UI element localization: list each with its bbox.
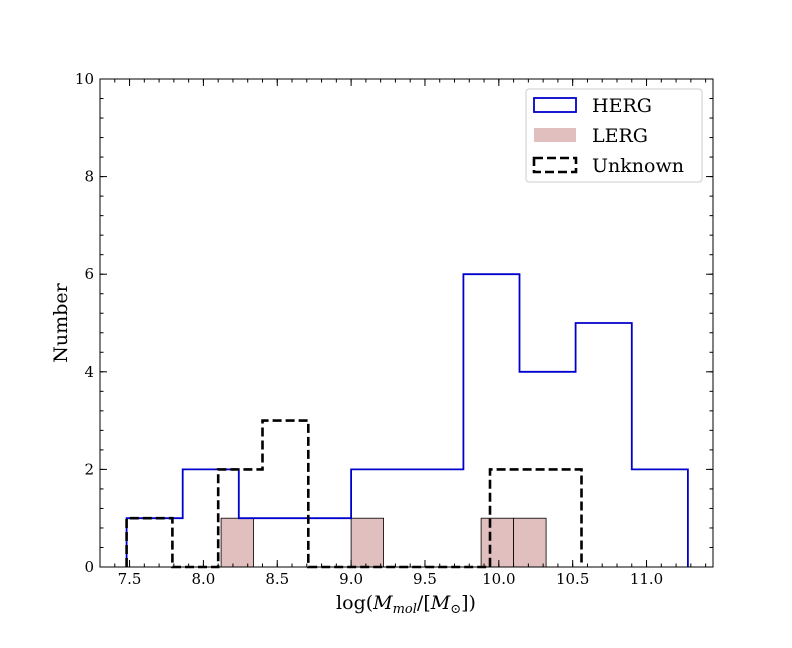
lerg-legend-label: LERG: [592, 125, 648, 147]
lerg-bar: [350, 517, 385, 568]
x-tick-label: 10.0: [482, 570, 515, 588]
herg-legend-label: HERG: [592, 95, 652, 117]
y-tick-label: 8: [84, 168, 94, 186]
plot-area: [125, 273, 689, 569]
unknown-legend-swatch: [532, 156, 578, 174]
lerg-bar: [480, 517, 515, 568]
x-tick-label: 11.0: [630, 570, 663, 588]
x-tick-label: 8.0: [191, 570, 215, 588]
x-tick-label: 10.5: [556, 570, 589, 588]
legend: HERG LERG Unknown: [525, 88, 703, 183]
x-tick-label: 9.0: [339, 570, 363, 588]
herg-legend-swatch: [533, 97, 577, 113]
herg-series-line: [125, 273, 689, 567]
y-tick-label: 10: [75, 70, 94, 88]
y-tick-label: 2: [84, 460, 94, 478]
x-tick-label: 7.5: [118, 570, 142, 588]
axes: 7.5 8.0 8.5 9.0 9.5 10.0 10.5 11.0 0 2 4 6 8 10: [75, 70, 714, 588]
unknown-series-line: [125, 419, 583, 569]
y-tick-label: 6: [84, 265, 94, 283]
y-axis-label: Number: [50, 282, 72, 362]
x-tick-label: 8.5: [265, 570, 289, 588]
lerg-bar: [220, 517, 255, 568]
y-tick-label: 0: [84, 558, 94, 576]
lerg-bar: [513, 517, 547, 568]
y-tick-label: 4: [84, 363, 94, 381]
x-tick-label: 9.5: [413, 570, 437, 588]
x-axis-label: log(Mmol/[M⊙]): [336, 592, 476, 617]
unknown-legend-label: Unknown: [592, 155, 684, 177]
axes-frame: [99, 78, 714, 568]
lerg-legend-swatch: [534, 128, 576, 142]
